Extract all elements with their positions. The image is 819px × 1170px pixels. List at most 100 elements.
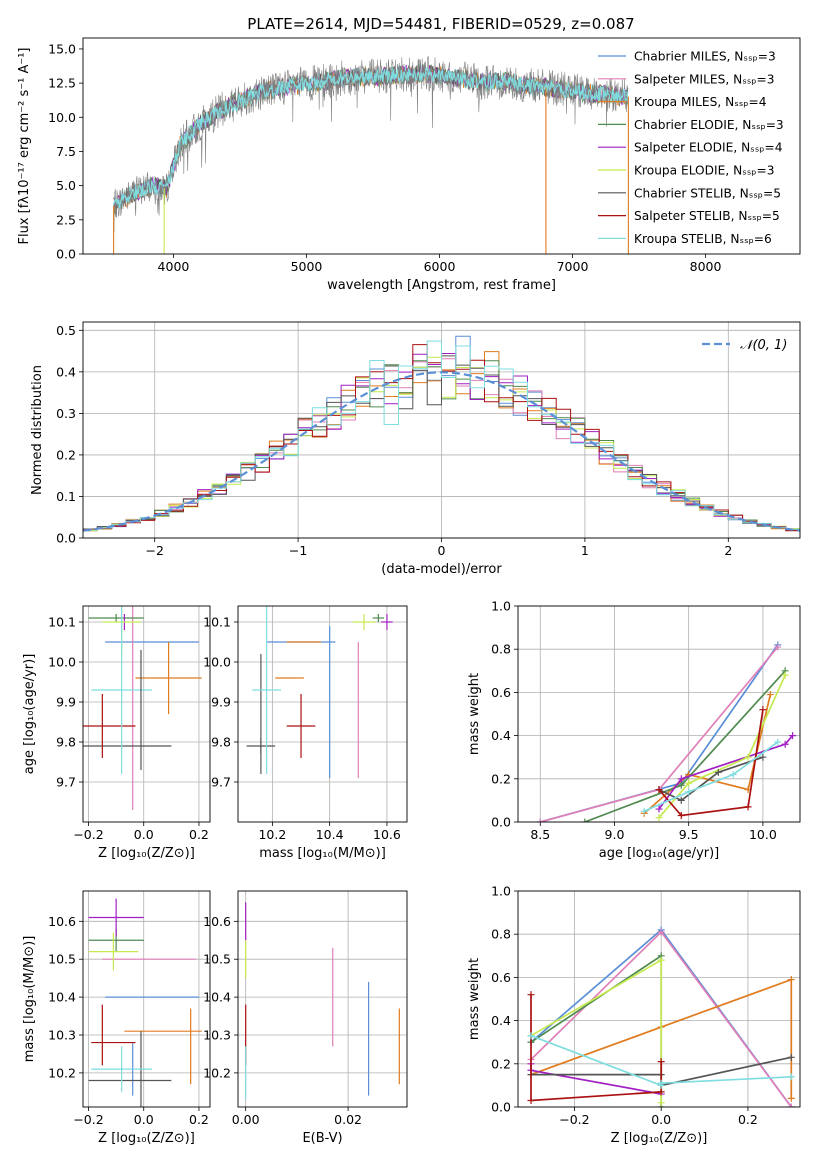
series-marker-krou_elodie xyxy=(744,753,752,761)
series-line-salp_elodie xyxy=(658,735,794,810)
gaussian-curve xyxy=(83,371,800,532)
x-tick-label: 2 xyxy=(724,543,732,558)
x-tick-label: 0 xyxy=(438,543,446,558)
plot-area-mass_weight_vs_z xyxy=(527,926,795,1107)
legend-label: Kroupa STELIB, Nₛₛₚ=6 xyxy=(634,232,772,246)
x-axis-label: age [log₁₀(age/yr)] xyxy=(599,846,720,861)
series-marker-chab_elodie xyxy=(581,818,589,822)
legend-label: Chabrier MILES, Nₛₛₚ=3 xyxy=(634,50,776,64)
y-tick-label: 10.0 xyxy=(48,655,76,670)
x-tick-label: 8000 xyxy=(690,259,722,274)
chart-layer: 4000 5000 6000 7000 80000.02.55.07.510.012.5… xyxy=(17,37,801,1146)
axes-frame xyxy=(82,321,801,539)
axes-mass_vs_ebv: 0.00 0.02 10.2 10.3 10.4 10.5 10.6 E(B-V) xyxy=(203,890,408,1146)
series-marker-salp_stelib xyxy=(744,803,752,811)
axes-frame xyxy=(82,890,211,1108)
legend-label: Kroupa MILES, Nₛₛₚ=4 xyxy=(634,95,767,109)
y-tick-label: 10.5 xyxy=(203,952,231,967)
axes-frame xyxy=(237,890,408,1108)
histogram-krou_stelib xyxy=(83,340,800,533)
plot-area-mass_vs_ebv xyxy=(245,902,400,1100)
y-tick-label: 10.1 xyxy=(48,615,76,630)
x-tick-label: 6000 xyxy=(424,259,456,274)
series-marker-krou_miles xyxy=(766,691,774,699)
y-axis-label: Flux [fλ10⁻¹⁷ erg cm⁻² s⁻¹ A⁻¹] xyxy=(17,48,32,245)
legend-label: Salpeter ELODIE, Nₛₛₚ=4 xyxy=(634,141,783,155)
y-tick-label: 10.1 xyxy=(203,615,231,630)
y-tick-label: 0.3 xyxy=(56,406,76,421)
series-marker-chab_stelib xyxy=(787,1053,795,1061)
axes-age_vs_z: −0.2 0.0 0.2 9.7 9.8 9.9 10.0 10.1 Z [log₁₀(Z/Z⊙… xyxy=(22,605,211,861)
series-marker-chab_elodie xyxy=(677,781,685,789)
y-tick-label: 0.0 xyxy=(491,815,511,830)
y-tick-label: 10.6 xyxy=(48,914,76,929)
y-axis-label: mass weight xyxy=(467,673,482,755)
series-line-chab_miles xyxy=(540,644,779,822)
series-marker-krou_stelib xyxy=(527,1032,535,1040)
y-tick-label: 0.0 xyxy=(56,247,76,262)
y-tick-label: 0.2 xyxy=(491,1056,511,1071)
x-axis-label: (data-model)/error xyxy=(381,562,502,577)
series-marker-salp_stelib xyxy=(657,1088,665,1096)
axes-frame xyxy=(517,890,801,1108)
x-tick-label: 0.02 xyxy=(334,1112,362,1127)
y-tick-label: 0.5 xyxy=(56,323,76,338)
x-tick-label: 0.0 xyxy=(134,827,154,842)
axes-age_vs_mass: 10.2 10.4 10.6 9.7 9.8 9.9 10.0 10.1 mass [log₁₀… xyxy=(203,605,408,861)
y-tick-label: 2.5 xyxy=(56,212,76,227)
series-line-chab_stelib xyxy=(658,756,764,802)
x-tick-label: 7000 xyxy=(557,259,589,274)
y-tick-label: 10.4 xyxy=(203,990,231,1005)
y-tick-label: 0.2 xyxy=(491,771,511,786)
series-marker-krou_miles xyxy=(787,1094,795,1102)
axes-frame xyxy=(82,37,801,255)
x-axis-label: Z [log₁₀(Z/Z⊙)] xyxy=(98,846,195,861)
series-marker-salp_miles xyxy=(774,643,782,651)
y-tick-label: 1.0 xyxy=(491,884,511,899)
x-axis-label: wavelength [Angstrom, rest frame] xyxy=(327,278,556,293)
x-tick-label: 0.2 xyxy=(738,1112,758,1127)
series-marker-salp_elodie xyxy=(789,732,797,740)
plot-area-residuals xyxy=(83,335,800,533)
series-marker-salp_stelib xyxy=(657,1058,665,1066)
legend-label: Chabrier STELIB, Nₛₛₚ=5 xyxy=(634,186,781,200)
series-marker-krou_elodie xyxy=(685,779,693,787)
series-marker-salp_stelib xyxy=(677,812,685,820)
axes-residuals: −2 −1 0 1 2 0.0 0.1 0.2 0.3 0.4 0.5 (data-model)/er… xyxy=(30,321,801,577)
x-tick-label: 8.5 xyxy=(530,827,550,842)
x-axis-label: Z [log₁₀(Z/Z⊙)] xyxy=(611,1131,708,1146)
x-axis-label: mass [log₁₀(M/M⊙)] xyxy=(259,846,386,861)
x-tick-label: −1 xyxy=(289,543,307,558)
y-tick-label: 0.0 xyxy=(491,1100,511,1115)
y-tick-label: 0.4 xyxy=(491,728,511,743)
y-tick-label: 10.0 xyxy=(48,110,76,125)
legend-label: Salpeter MILES, Nₛₛₚ=3 xyxy=(634,72,774,86)
y-tick-label: 5.0 xyxy=(56,178,76,193)
y-axis-label: Normed distribution xyxy=(30,365,45,495)
y-tick-label: 0.6 xyxy=(491,970,511,985)
series-marker-salp_miles xyxy=(536,818,544,822)
x-tick-label: 10.6 xyxy=(373,827,401,842)
y-tick-label: 15.0 xyxy=(48,41,76,56)
series-marker-salp_stelib xyxy=(527,1097,535,1105)
series-marker-krou_elodie xyxy=(781,671,789,679)
y-tick-label: 9.7 xyxy=(56,775,76,790)
series-line-krou_miles xyxy=(530,978,793,1099)
x-tick-label: 9.0 xyxy=(605,827,625,842)
series-marker-salp_elodie xyxy=(677,775,685,783)
x-axis-label: E(B-V) xyxy=(302,1131,342,1146)
axes-mass_weight_vs_age: 8.5 9.0 9.5 10.0 0.0 0.2 0.4 0.6 0.8 1.0 age [log₁… xyxy=(467,599,801,861)
legend-label: Salpeter STELIB, Nₛₛₚ=5 xyxy=(634,209,780,223)
series-marker-chab_stelib xyxy=(714,768,722,776)
y-tick-label: 9.8 xyxy=(211,735,231,750)
axes-frame xyxy=(517,605,801,823)
series-marker-krou_stelib xyxy=(729,770,737,778)
x-tick-label: 0.00 xyxy=(232,1112,260,1127)
series-marker-salp_stelib xyxy=(527,991,535,999)
legend-label: Kroupa ELODIE, Nₛₛₚ=3 xyxy=(634,164,774,178)
legend-residuals: 𝒩(0, 1) xyxy=(702,338,787,353)
axes-mass_weight_vs_z: −0.2 0.0 0.2 0.0 0.2 0.4 0.6 0.8 1.0 Z [log₁₀(Z/Z… xyxy=(467,884,801,1146)
model-spectrum-krou_stelib-top xyxy=(113,67,629,209)
series-line-chab_elodie xyxy=(530,954,663,1107)
